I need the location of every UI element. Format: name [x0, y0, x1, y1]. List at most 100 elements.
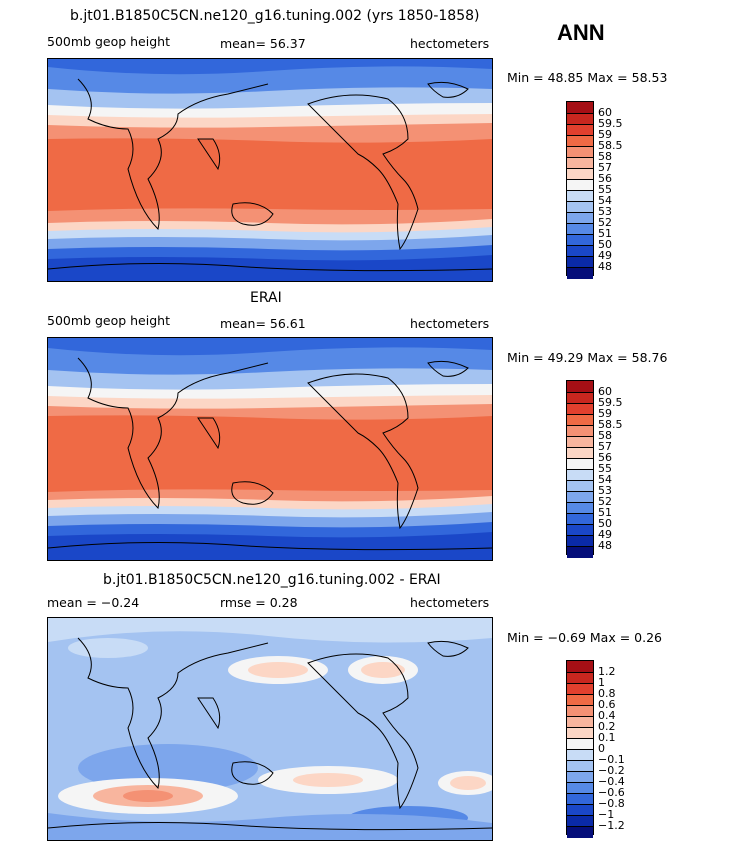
panel-2-coastlines: [48, 357, 492, 551]
panel-2-colorbar: [566, 380, 594, 558]
panel-1-colorbar-tick: 55: [598, 183, 612, 196]
panel-2-colorbar-tick: 56: [598, 451, 612, 464]
panel-3-colorbar-tick: 0: [598, 742, 605, 755]
panel-3-colorbar-tick: −0.6: [598, 786, 625, 799]
colorbar-swatch: [567, 794, 593, 805]
colorbar-swatch: [567, 136, 593, 147]
panel-2-map: [47, 337, 493, 561]
panel-2-colorbar-tick: 48: [598, 539, 612, 552]
colorbar-swatch: [567, 268, 593, 279]
colorbar-swatch: [567, 459, 593, 470]
colorbar-swatch: [567, 470, 593, 481]
colorbar-swatch: [567, 415, 593, 426]
panel-1-colorbar-tick: 60: [598, 106, 612, 119]
panel-3-colorbar-tick: −0.4: [598, 775, 625, 788]
colorbar-swatch: [567, 481, 593, 492]
panel-3-colorbar-tick: −0.2: [598, 764, 625, 777]
panel-2-colorbar-tick: 55: [598, 462, 612, 475]
panel-3-colorbar-tick: 0.2: [598, 720, 616, 733]
panel-3-mean: mean = −0.24: [47, 595, 140, 610]
colorbar-swatch: [567, 202, 593, 213]
panel-2-colorbar-tick: 49: [598, 528, 612, 541]
colorbar-swatch: [567, 381, 593, 393]
panel-2-colorbar-tick: 58: [598, 429, 612, 442]
panel-2-field-label: 500mb geop height: [47, 313, 170, 328]
panel-2-colorbar-tick: 53: [598, 484, 612, 497]
season-label: ANN: [557, 20, 605, 45]
panel-2-units: hectometers: [410, 316, 490, 331]
colorbar-swatch: [567, 437, 593, 448]
panel-1-units: hectometers: [410, 36, 490, 51]
colorbar-swatch: [567, 525, 593, 536]
panel-3-colorbar-tick: 1: [598, 676, 605, 689]
colorbar-swatch: [567, 661, 593, 673]
colorbar-swatch: [567, 695, 593, 706]
panel-2-colorbar-tick: 59: [598, 407, 612, 420]
panel-2-colorbar-tick: 57: [598, 440, 612, 453]
panel-3-colorbar-tick: 0.6: [598, 698, 616, 711]
colorbar-swatch: [567, 827, 593, 838]
colorbar-swatch: [567, 739, 593, 750]
colorbar-swatch: [567, 536, 593, 547]
panel-3-title: b.jt01.B1850C5CN.ne120_g16.tuning.002 - …: [103, 572, 441, 588]
panel-1-colorbar-tick: 59: [598, 128, 612, 141]
panel-3-units: hectometers: [410, 595, 490, 610]
panel-1-colorbar-tick: 58: [598, 150, 612, 163]
colorbar-swatch: [567, 169, 593, 180]
colorbar-swatch: [567, 180, 593, 191]
colorbar-swatch: [567, 125, 593, 136]
panel-1-colorbar-tick: 49: [598, 249, 612, 262]
panel-2-colorbar-tick: 52: [598, 495, 612, 508]
colorbar-swatch: [567, 114, 593, 125]
colorbar-swatch: [567, 147, 593, 158]
colorbar-swatch: [567, 426, 593, 437]
colorbar-swatch: [567, 728, 593, 739]
colorbar-swatch: [567, 102, 593, 114]
panel-2-minmax: Min = 49.29 Max = 58.76: [507, 350, 668, 365]
panel-3-rmse: rmse = 0.28: [220, 595, 298, 610]
panel-3-colorbar-tick: −1.2: [598, 819, 625, 832]
colorbar-swatch: [567, 257, 593, 268]
panel-1-colorbar-tick: 53: [598, 205, 612, 218]
panel-1-colorbar-tick: 57: [598, 161, 612, 174]
panel-3-minmax: Min = −0.69 Max = 0.26: [507, 630, 662, 645]
panel-1-field-label: 500mb geop height: [47, 34, 170, 49]
panel-1-coastlines: [48, 78, 492, 272]
panel-2-colorbar-tick: 51: [598, 506, 612, 519]
panel-1-colorbar-tick: 48: [598, 260, 612, 273]
colorbar-swatch: [567, 191, 593, 202]
colorbar-swatch: [567, 514, 593, 525]
colorbar-swatch: [567, 158, 593, 169]
panel-3-colorbar-tick: 0.1: [598, 731, 616, 744]
panel-2-colorbar-tick: 60: [598, 385, 612, 398]
panel-1-mean: mean= 56.37: [220, 36, 306, 51]
panel-1-colorbar-tick: 52: [598, 216, 612, 229]
colorbar-swatch: [567, 213, 593, 224]
panel-3-colorbar-tick: 0.4: [598, 709, 616, 722]
colorbar-swatch: [567, 224, 593, 235]
colorbar-swatch: [567, 673, 593, 684]
colorbar-swatch: [567, 492, 593, 503]
panel-3-colorbar-tick: −0.1: [598, 753, 625, 766]
colorbar-swatch: [567, 404, 593, 415]
panel-1-colorbar-tick: 50: [598, 238, 612, 251]
colorbar-swatch: [567, 772, 593, 783]
colorbar-swatch: [567, 761, 593, 772]
colorbar-swatch: [567, 684, 593, 695]
colorbar-swatch: [567, 706, 593, 717]
colorbar-swatch: [567, 235, 593, 246]
colorbar-swatch: [567, 750, 593, 761]
panel-1-colorbar-tick: 51: [598, 227, 612, 240]
panel-1-minmax: Min = 48.85 Max = 58.53: [507, 70, 668, 85]
panel-1-colorbar-tick: 58.5: [598, 139, 623, 152]
panel-2-title: ERAI: [250, 290, 282, 306]
panel-2-colorbar-tick: 50: [598, 517, 612, 530]
panel-1-colorbar: [566, 101, 594, 279]
panel-2-colorbar-tick: 59.5: [598, 396, 623, 409]
panel-3-colorbar: [566, 660, 594, 838]
colorbar-swatch: [567, 246, 593, 257]
colorbar-swatch: [567, 503, 593, 514]
panel-1-title: b.jt01.B1850C5CN.ne120_g16.tuning.002 (y…: [70, 8, 480, 24]
panel-1-colorbar-tick: 54: [598, 194, 612, 207]
colorbar-swatch: [567, 816, 593, 827]
